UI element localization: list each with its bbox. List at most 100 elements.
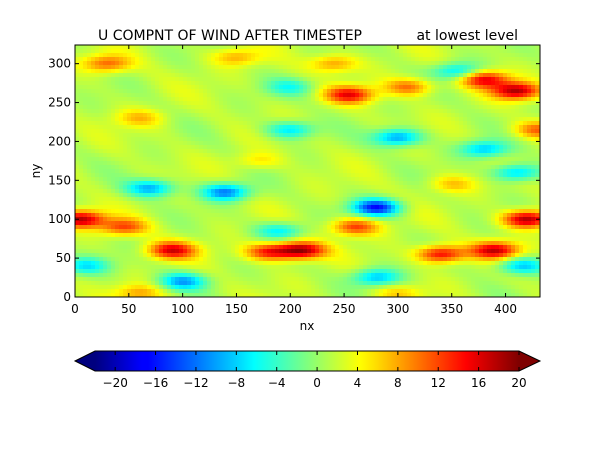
heatmap-cell — [307, 209, 312, 214]
heatmap-cell — [183, 117, 188, 122]
heatmap-cell — [99, 53, 104, 58]
heatmap-cell — [95, 113, 100, 118]
heatmap-cell — [443, 169, 448, 174]
heatmap-cell — [179, 193, 184, 198]
heatmap-cell — [407, 141, 412, 146]
heatmap-cell — [343, 181, 348, 186]
heatmap-cell — [411, 105, 416, 110]
heatmap-cell — [79, 57, 84, 62]
heatmap-cell — [99, 137, 104, 142]
heatmap-cell — [411, 125, 416, 130]
heatmap-cell — [467, 73, 472, 78]
heatmap-cell — [507, 165, 512, 170]
heatmap-cell — [527, 121, 532, 126]
heatmap-cell — [351, 145, 356, 150]
heatmap-cell — [167, 169, 172, 174]
heatmap-cell — [515, 137, 520, 142]
heatmap-cell — [195, 53, 200, 58]
heatmap-cell — [175, 81, 180, 86]
heatmap-cell — [303, 213, 308, 218]
heatmap-cell — [463, 65, 468, 70]
heatmap-cell — [287, 213, 292, 218]
heatmap-cell — [111, 137, 116, 142]
heatmap-cell — [503, 121, 508, 126]
heatmap-cell — [299, 77, 304, 82]
heatmap-cell — [515, 141, 520, 146]
heatmap-cell — [295, 49, 300, 54]
heatmap-cell — [263, 165, 268, 170]
heatmap-cell — [391, 153, 396, 158]
heatmap-cell — [467, 161, 472, 166]
heatmap-cell — [463, 49, 468, 54]
heatmap-cell — [171, 89, 176, 94]
heatmap-cell — [87, 125, 92, 130]
heatmap-cell — [371, 125, 376, 130]
heatmap-cell — [355, 173, 360, 178]
heatmap-cell — [359, 89, 364, 94]
heatmap-cell — [463, 61, 468, 66]
heatmap-cell — [143, 165, 148, 170]
heatmap-cell — [299, 53, 304, 58]
heatmap-cell — [119, 113, 124, 118]
heatmap-cell — [111, 133, 116, 138]
heatmap-cell — [527, 181, 532, 186]
heatmap-cell — [431, 73, 436, 78]
heatmap-cell — [335, 201, 340, 206]
heatmap-cell — [311, 145, 316, 150]
heatmap-cell — [159, 125, 164, 130]
heatmap-cell — [427, 177, 432, 182]
heatmap-cell — [107, 77, 112, 82]
heatmap-cell — [199, 129, 204, 134]
heatmap-cell — [131, 137, 136, 142]
heatmap-cell — [75, 209, 80, 214]
heatmap-cell — [327, 105, 332, 110]
heatmap-cell — [195, 45, 200, 50]
heatmap-cell — [223, 177, 228, 182]
heatmap-cell — [155, 137, 160, 142]
heatmap-cell — [79, 125, 84, 130]
heatmap-cell — [371, 109, 376, 114]
heatmap-cell — [243, 65, 248, 70]
heatmap-cell — [199, 173, 204, 178]
heatmap-cell — [387, 205, 392, 210]
heatmap-cell — [311, 105, 316, 110]
heatmap-cell — [191, 61, 196, 66]
heatmap-cell — [511, 65, 516, 70]
heatmap-cell — [219, 105, 224, 110]
heatmap-cell — [379, 185, 384, 190]
heatmap-cell — [183, 109, 188, 114]
heatmap-cell — [439, 121, 444, 126]
heatmap-cell — [159, 65, 164, 70]
heatmap-cell — [263, 45, 268, 50]
heatmap-cell — [283, 157, 288, 162]
heatmap-cell — [103, 189, 108, 194]
heatmap-cell — [207, 57, 212, 62]
heatmap-cell — [491, 53, 496, 58]
heatmap-cell — [215, 145, 220, 150]
heatmap-cell — [79, 109, 84, 114]
heatmap-cell — [103, 193, 108, 198]
heatmap-cell — [215, 157, 220, 162]
heatmap-cell — [275, 129, 280, 134]
heatmap-cell — [283, 201, 288, 206]
heatmap-cell — [499, 89, 504, 94]
heatmap-cell — [455, 121, 460, 126]
heatmap-cell — [183, 85, 188, 90]
heatmap-cell — [459, 185, 464, 190]
heatmap-cell — [419, 97, 424, 102]
heatmap-cell — [351, 69, 356, 74]
heatmap-cell — [131, 53, 136, 58]
heatmap-cell — [299, 45, 304, 50]
heatmap-cell — [219, 53, 224, 58]
heatmap-cell — [91, 89, 96, 94]
heatmap-cell — [375, 145, 380, 150]
heatmap-cell — [115, 165, 120, 170]
heatmap-cell — [487, 193, 492, 198]
heatmap-cell — [255, 77, 260, 82]
heatmap-cell — [387, 129, 392, 134]
heatmap-cell — [159, 45, 164, 50]
heatmap-cell — [195, 213, 200, 218]
heatmap-cell — [291, 205, 296, 210]
heatmap-cell — [143, 173, 148, 178]
heatmap-cell — [87, 161, 92, 166]
